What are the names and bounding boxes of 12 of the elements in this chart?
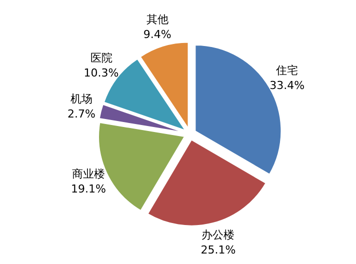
slice-label: 机场 — [70, 92, 92, 106]
data-label: 25.1% — [200, 243, 236, 256]
data-label: 2.7% — [67, 107, 96, 120]
slice-label: 住宅 — [276, 64, 298, 78]
slice-label: 商业楼 — [72, 167, 106, 180]
data-label: 9.4% — [143, 28, 172, 41]
data-label: 33.4% — [270, 79, 305, 92]
data-label: 10.3% — [84, 66, 119, 80]
slice-label: 其他 — [146, 12, 168, 26]
slice-label: 医院 — [90, 52, 112, 65]
slice-label: 办公楼 — [202, 228, 235, 242]
data-label: 19.1% — [71, 182, 106, 196]
